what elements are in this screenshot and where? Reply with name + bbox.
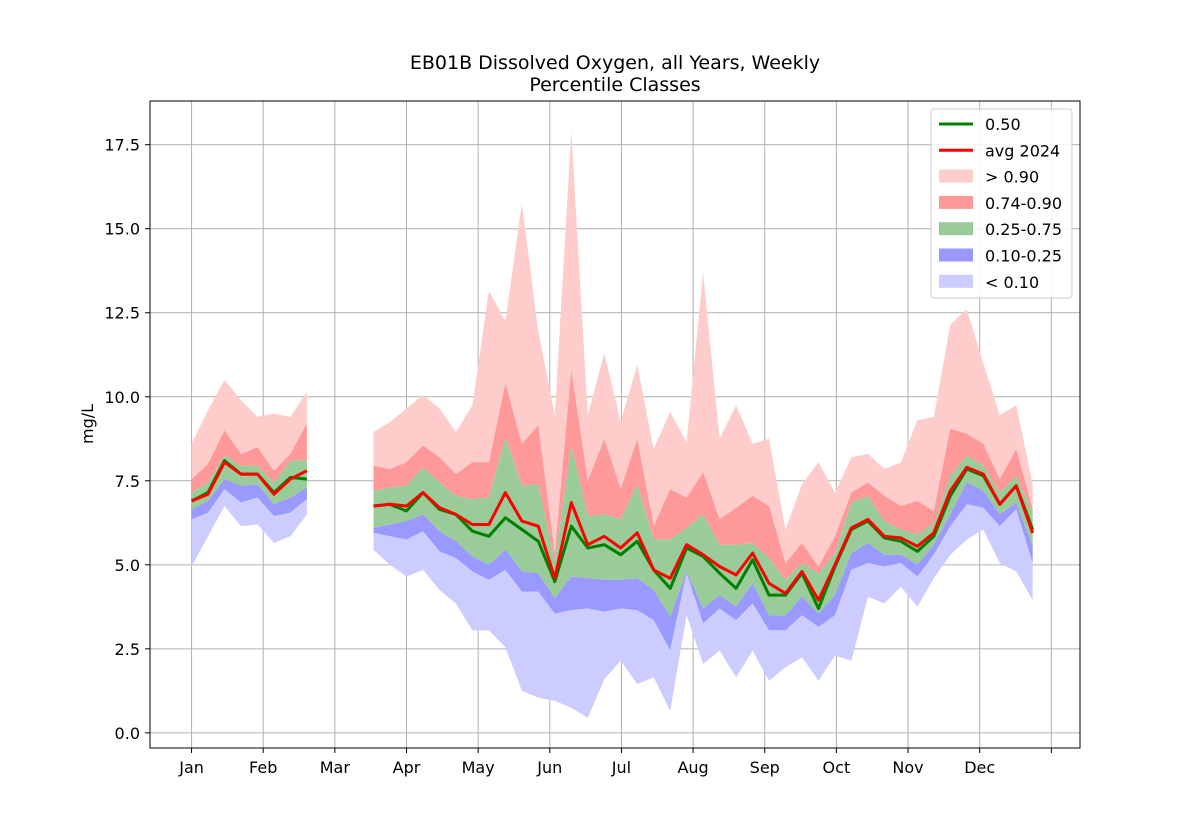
band-74-90	[373, 369, 1033, 580]
legend-label: < 0.10	[985, 273, 1039, 292]
chart-title-line2: Percentile Classes	[529, 74, 700, 96]
series-lines	[190, 459, 1035, 610]
legend-patch-swatch	[939, 248, 973, 262]
x-tick-label: Jul	[611, 758, 631, 777]
band-above-90	[373, 131, 1033, 567]
x-tick-label: Apr	[393, 758, 421, 777]
x-tick-label: May	[462, 758, 495, 777]
band-25-75	[373, 437, 1033, 617]
plot-frame	[149, 100, 1081, 749]
x-tick-label: Sep	[750, 758, 780, 777]
axis-ticks: Jan Feb Mar Apr May Jun Jul Aug Sep Oct Nov Dec 0.0 2…	[104, 136, 1052, 777]
x-tick-label: Nov	[892, 758, 923, 777]
avg-2024-line	[373, 465, 1035, 602]
y-tick-label: 0.0	[115, 724, 140, 743]
legend-label: 0.25-0.75	[985, 220, 1062, 239]
legend-patch-swatch	[939, 222, 973, 236]
legend-label: 0.50	[985, 115, 1021, 134]
y-tick-label: 2.5	[115, 640, 140, 659]
x-tick-label: Oct	[823, 758, 851, 777]
legend-patch-swatch	[939, 169, 973, 183]
y-axis-label: mg/L	[78, 404, 97, 444]
legend-label: avg 2024	[985, 141, 1060, 160]
band-below-10	[191, 489, 307, 567]
y-tick-label: 10.0	[104, 388, 140, 407]
y-tick-label: 17.5	[104, 136, 140, 155]
percentile-bands	[191, 131, 1033, 718]
band-10-25	[373, 482, 1033, 651]
y-tick-label: 15.0	[104, 220, 140, 239]
legend-label: 0.10-0.25	[985, 247, 1062, 266]
band-below-10	[373, 504, 1033, 718]
x-tick-label: Aug	[677, 758, 708, 777]
avg-2024-line	[191, 460, 308, 503]
legend-label: > 0.90	[985, 168, 1039, 187]
chart-title-line1: EB01B Dissolved Oxygen, all Years, Weekl…	[410, 52, 820, 74]
x-tick-label: Jun	[536, 758, 562, 777]
y-tick-label: 12.5	[104, 304, 140, 323]
legend: 0.50 avg 2024 > 0.90 0.74-0.90 0.25-0.75 0.10…	[930, 108, 1073, 299]
y-tick-label: 5.0	[115, 556, 140, 575]
legend-patch-swatch	[939, 274, 973, 288]
x-tick-label: Dec	[964, 758, 995, 777]
band-10-25	[191, 479, 307, 520]
band-above-90	[191, 380, 307, 480]
x-tick-label: Mar	[320, 758, 351, 777]
band-74-90	[191, 423, 307, 493]
legend-patch-swatch	[939, 195, 973, 209]
x-tick-label: Feb	[249, 758, 277, 777]
y-tick-label: 7.5	[115, 472, 140, 491]
legend-label: 0.74-0.90	[985, 194, 1062, 213]
x-tick-label: Jan	[178, 758, 204, 777]
